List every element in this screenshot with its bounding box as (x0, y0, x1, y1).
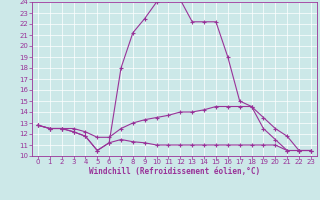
X-axis label: Windchill (Refroidissement éolien,°C): Windchill (Refroidissement éolien,°C) (89, 167, 260, 176)
